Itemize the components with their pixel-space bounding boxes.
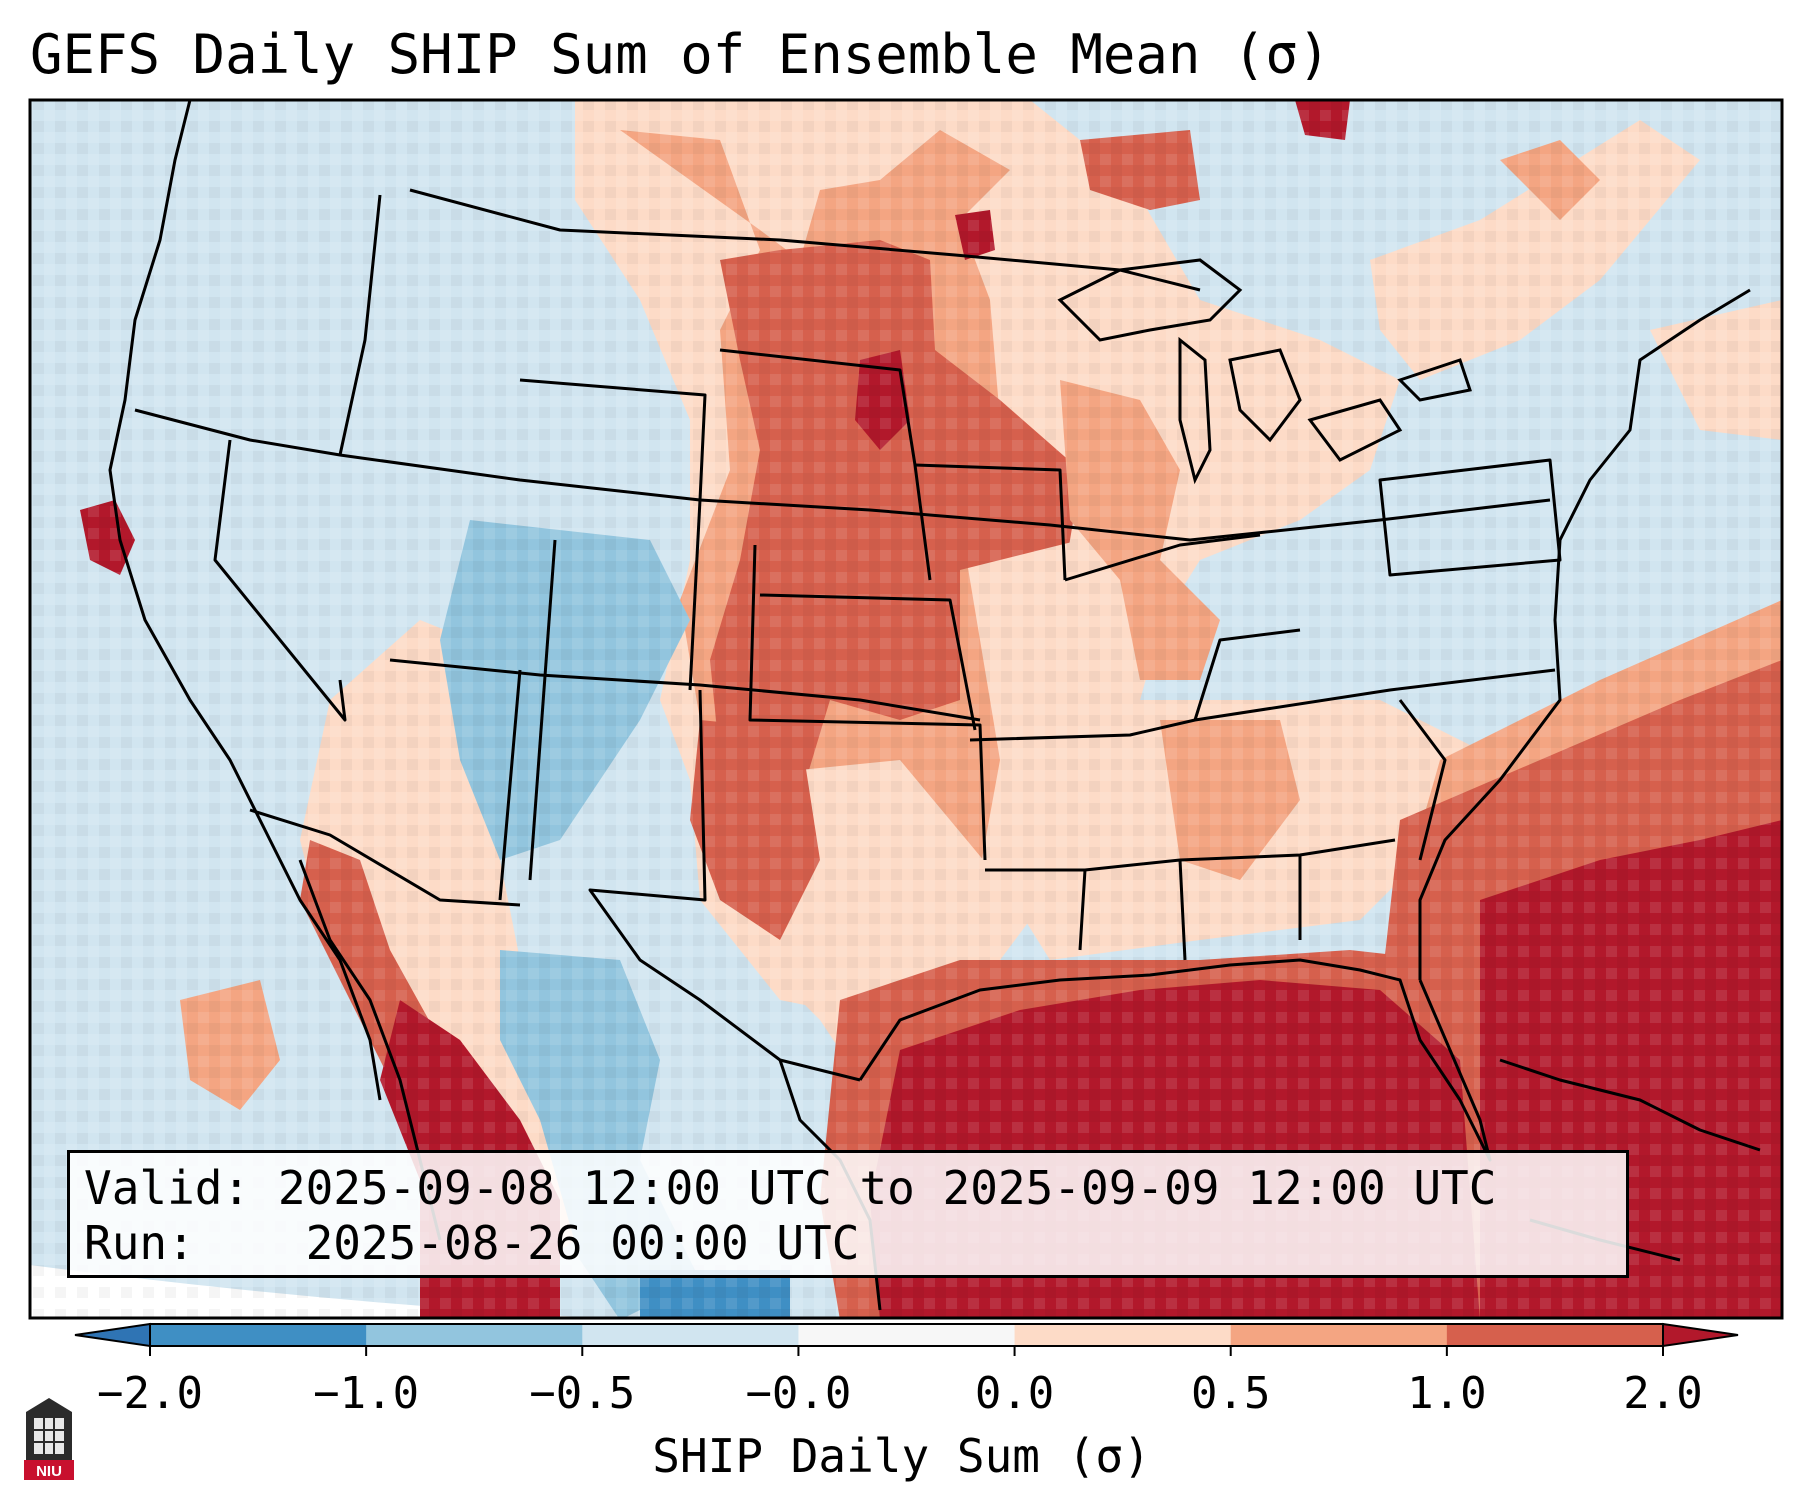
colorbar-tick-label: −0.5	[529, 1368, 635, 1419]
colorbar-outline	[149, 1323, 1664, 1347]
colorbar-bin	[798, 1324, 1016, 1346]
map-border	[28, 98, 1784, 1320]
colorbar-tick-label: 0.5	[1191, 1368, 1270, 1419]
colorbar-tick-label: −1.0	[313, 1368, 419, 1419]
colorbar-extend-high	[1662, 1322, 1739, 1348]
colorbar-tick-label: −0.0	[745, 1368, 851, 1419]
colorbar-bin	[582, 1324, 799, 1346]
run-label: Run:	[84, 1216, 195, 1270]
colorbar-label: SHIP Daily Sum (σ)	[652, 1429, 1151, 1483]
colorbar-bin	[150, 1324, 367, 1346]
colorbar-ticks: −2.0 −1.0 −0.5 −0.0 0.0 0.5 1.0 2.0	[97, 1346, 1703, 1419]
info-box: Valid: 2025-09-08 12:00 UTC to 2025-09-0…	[67, 1150, 1629, 1278]
chart-title: GEFS Daily SHIP Sum of Ensemble Mean (σ)	[30, 23, 1331, 86]
run-value: 2025-08-26 00:00 UTC	[305, 1216, 860, 1270]
colorbar-bins	[74, 1322, 1739, 1348]
colorbar-tick-label: −2.0	[97, 1368, 203, 1419]
logo-text: NIU	[36, 1463, 62, 1480]
colorbar-extend-low	[74, 1322, 151, 1348]
valid-label: Valid:	[84, 1161, 251, 1215]
colorbar-bin	[366, 1324, 583, 1346]
great-lakes-outline	[1057, 258, 1472, 485]
colorbar-bin	[1230, 1324, 1448, 1346]
colorbar-tick-label: 2.0	[1623, 1368, 1702, 1419]
valid-value: 2025-09-08 12:00 UTC to 2025-09-09 12:00…	[277, 1161, 1497, 1215]
colorbar-bin	[1446, 1324, 1664, 1346]
valid-row: Valid: 2025-09-08 12:00 UTC to 2025-09-0…	[84, 1161, 1612, 1216]
niu-logo: NIU	[24, 1398, 74, 1480]
colorbar-tick-label: 1.0	[1407, 1368, 1486, 1419]
colorbar-tick-label: 0.0	[975, 1368, 1054, 1419]
colorbar-bin	[1014, 1324, 1232, 1346]
coastlines	[108, 100, 1761, 1311]
run-row: Run: 2025-08-26 00:00 UTC	[84, 1216, 1612, 1271]
state-boundaries	[134, 188, 1562, 1082]
